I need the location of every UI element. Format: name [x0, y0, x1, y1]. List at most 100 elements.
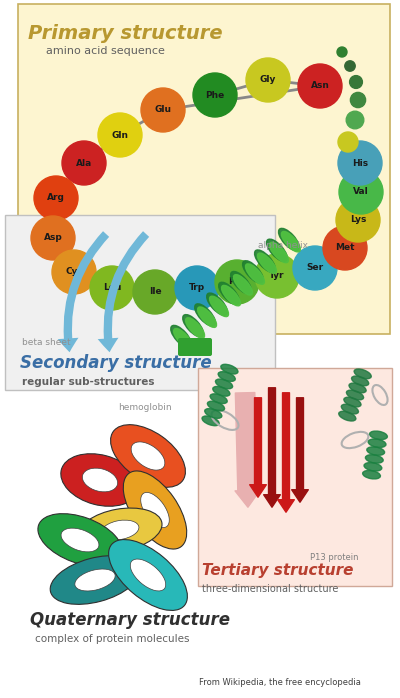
Ellipse shape [38, 514, 122, 566]
Ellipse shape [75, 569, 115, 591]
FancyArrowPatch shape [58, 231, 109, 352]
Text: Trp: Trp [189, 283, 205, 292]
Circle shape [31, 216, 75, 260]
Ellipse shape [210, 394, 227, 403]
FancyArrowPatch shape [98, 231, 149, 352]
Ellipse shape [266, 239, 287, 262]
Ellipse shape [101, 520, 139, 540]
Ellipse shape [344, 397, 361, 407]
Ellipse shape [82, 468, 118, 492]
Text: Primary structure: Primary structure [28, 24, 223, 43]
Ellipse shape [110, 424, 186, 487]
Text: alpha helix: alpha helix [258, 241, 308, 250]
Circle shape [62, 141, 106, 185]
Ellipse shape [364, 463, 382, 471]
Circle shape [350, 75, 362, 89]
Ellipse shape [346, 390, 364, 400]
Circle shape [346, 111, 364, 129]
Text: From Wikipedia, the free encyclopedia: From Wikipedia, the free encyclopedia [199, 678, 361, 687]
Circle shape [350, 92, 366, 107]
Ellipse shape [218, 371, 235, 381]
Ellipse shape [254, 250, 275, 272]
Ellipse shape [258, 253, 276, 274]
Text: Lys: Lys [350, 216, 366, 225]
Text: Glu: Glu [154, 105, 172, 114]
Ellipse shape [210, 296, 228, 317]
Circle shape [141, 88, 185, 132]
Ellipse shape [198, 307, 216, 327]
Text: Tyr: Tyr [269, 272, 285, 281]
FancyArrowPatch shape [292, 398, 308, 503]
Text: Cys: Cys [65, 267, 83, 276]
Ellipse shape [282, 232, 300, 252]
FancyBboxPatch shape [178, 338, 212, 356]
Circle shape [293, 246, 337, 290]
Circle shape [246, 58, 290, 102]
Text: Gln: Gln [112, 131, 128, 140]
Ellipse shape [339, 411, 356, 421]
Ellipse shape [366, 454, 383, 463]
Circle shape [98, 113, 142, 157]
Ellipse shape [221, 364, 238, 374]
Text: Val: Val [353, 188, 369, 197]
Ellipse shape [78, 508, 162, 552]
Circle shape [175, 266, 219, 310]
Circle shape [339, 170, 383, 214]
Ellipse shape [61, 528, 99, 552]
Ellipse shape [174, 329, 192, 349]
FancyBboxPatch shape [198, 368, 392, 586]
FancyArrowPatch shape [278, 393, 294, 512]
Circle shape [255, 254, 299, 298]
Ellipse shape [50, 556, 140, 604]
Ellipse shape [186, 318, 204, 339]
Text: Gly: Gly [260, 75, 276, 84]
Text: Ala: Ala [76, 158, 92, 168]
Text: beta sheet: beta sheet [22, 338, 71, 347]
Text: His: His [352, 158, 368, 168]
Circle shape [338, 141, 382, 185]
Circle shape [337, 47, 347, 57]
Text: Ser: Ser [306, 264, 324, 272]
FancyArrowPatch shape [235, 392, 260, 507]
Text: hemoglobin: hemoglobin [118, 403, 172, 412]
Text: Quaternary structure: Quaternary structure [30, 611, 230, 629]
Ellipse shape [205, 408, 222, 418]
Ellipse shape [202, 416, 219, 426]
Ellipse shape [234, 274, 252, 295]
Text: Ile: Ile [149, 288, 161, 297]
Circle shape [52, 250, 96, 294]
FancyBboxPatch shape [5, 215, 275, 390]
FancyArrowPatch shape [264, 388, 280, 507]
Ellipse shape [341, 404, 358, 414]
FancyBboxPatch shape [18, 4, 390, 334]
Text: amino acid sequence: amino acid sequence [46, 46, 165, 56]
Ellipse shape [130, 559, 166, 591]
Ellipse shape [370, 431, 387, 440]
Circle shape [90, 266, 134, 310]
Text: Phe: Phe [205, 91, 225, 100]
Text: regular sub-structures: regular sub-structures [22, 377, 154, 387]
Circle shape [323, 226, 367, 270]
Ellipse shape [219, 282, 239, 304]
Text: Arg: Arg [47, 193, 65, 202]
Ellipse shape [141, 492, 169, 528]
Ellipse shape [363, 470, 380, 479]
Ellipse shape [208, 401, 224, 411]
Ellipse shape [109, 540, 187, 611]
Ellipse shape [131, 442, 165, 470]
Ellipse shape [216, 379, 232, 389]
Circle shape [298, 64, 342, 108]
Circle shape [193, 73, 237, 117]
Text: Tertiary structure: Tertiary structure [202, 563, 354, 578]
Ellipse shape [183, 315, 204, 337]
Text: Leu: Leu [103, 283, 121, 292]
Ellipse shape [352, 376, 369, 386]
Ellipse shape [242, 260, 263, 283]
Ellipse shape [349, 383, 366, 393]
Ellipse shape [368, 439, 386, 447]
Ellipse shape [231, 272, 251, 294]
FancyArrowPatch shape [250, 398, 266, 497]
Text: Met: Met [335, 244, 355, 253]
Ellipse shape [270, 242, 288, 262]
Circle shape [338, 132, 358, 152]
